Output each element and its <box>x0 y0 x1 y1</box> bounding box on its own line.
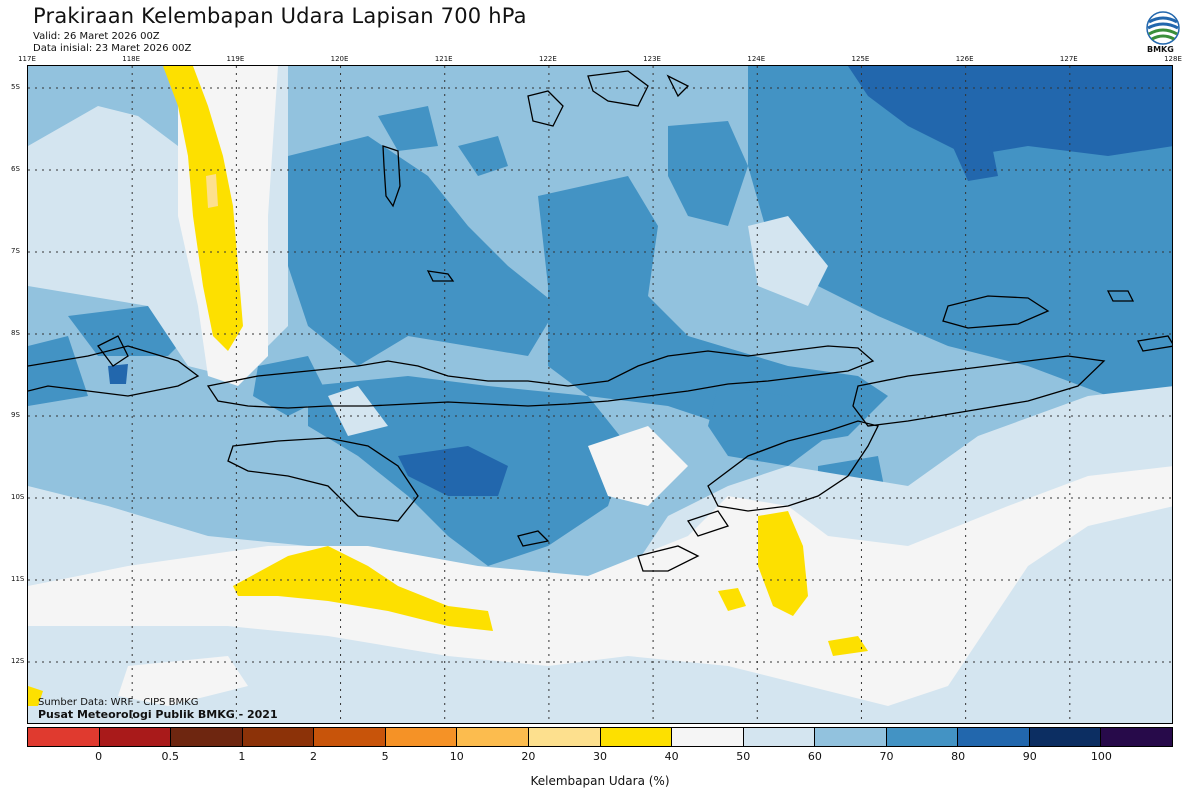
latitude-label: 10S <box>11 493 25 501</box>
map-canvas <box>28 66 1172 723</box>
longitude-label: 128E <box>1164 55 1182 63</box>
colorbar-segment <box>528 728 601 746</box>
longitude-label: 125E <box>851 55 870 63</box>
colorbar-tick-label: 70 <box>879 750 894 763</box>
humidity-band-30 <box>206 174 218 208</box>
latitude-label: 6S <box>11 165 20 173</box>
humidity-band-90 <box>88 66 1172 496</box>
colorbar-segment <box>886 728 959 746</box>
colorbar-title: Kelembapan Udara (%) <box>530 774 670 788</box>
valid-time: Valid: 26 Maret 2026 00Z <box>33 31 160 42</box>
colorbar-segment <box>1101 728 1172 746</box>
data-source: Sumber Data: WRF - CIPS BMKG Pusat Meteo… <box>38 697 278 721</box>
longitude-label: 120E <box>330 55 349 63</box>
colorbar-tick-label: 10 <box>449 750 464 763</box>
longitude-label: 121E <box>434 55 453 63</box>
colorbar-tick-label: 0.5 <box>161 750 180 763</box>
logo-label: BMKG <box>1147 45 1174 54</box>
colorbar-tick-label: 30 <box>593 750 607 763</box>
colorbar-tick-label: 60 <box>807 750 822 763</box>
initial-data-time: Data inisial: 23 Maret 2026 00Z <box>33 43 192 54</box>
latitude-label: 11S <box>11 575 25 583</box>
colorbar-tick-label: 5 <box>381 750 389 763</box>
colorbar-segment <box>672 728 744 746</box>
longitude-label: 124E <box>747 55 766 63</box>
colorbar-tick-label: 90 <box>1022 750 1037 763</box>
humidity-band-40 <box>28 66 868 706</box>
source-line: Sumber Data: WRF - CIPS BMKG <box>38 697 199 708</box>
latitude-label: 8S <box>11 329 20 337</box>
longitude-label: 127E <box>1059 55 1078 63</box>
latitude-label: 7S <box>11 247 20 255</box>
colorbar <box>27 727 1173 747</box>
colorbar-segment <box>1029 728 1102 746</box>
colorbar-segment <box>171 728 243 746</box>
colorbar-segment <box>99 728 172 746</box>
humidity-map <box>27 65 1173 724</box>
colorbar-tick-label: 0 <box>95 750 103 763</box>
colorbar-segment <box>242 728 315 746</box>
longitude-label: 122E <box>539 55 557 63</box>
colorbar-segment <box>385 728 458 746</box>
colorbar-tick-label: 100 <box>1090 750 1112 763</box>
longitude-label: 118E <box>122 55 141 63</box>
colorbar-tick-label: 50 <box>736 750 751 763</box>
longitude-label: 117E <box>18 55 36 63</box>
publisher-line: Pusat Meteorologi Publik BMKG - 2021 <box>38 708 278 721</box>
colorbar-segment <box>743 728 816 746</box>
colorbar-tick-label: 80 <box>951 750 966 763</box>
map-title: Prakiraan Kelembapan Udara Lapisan 700 h… <box>33 4 527 28</box>
colorbar-segment <box>457 728 529 746</box>
colorbar-tick-label: 2 <box>310 750 317 763</box>
latitude-label: 5S <box>11 83 20 91</box>
colorbar-segment <box>958 728 1030 746</box>
longitude-label: 123E <box>643 55 661 63</box>
latitude-label: 9S <box>11 411 20 419</box>
coastlines <box>28 70 1172 572</box>
colorbar-segment <box>314 728 386 746</box>
colorbar-tick-label: 20 <box>521 750 536 763</box>
colorbar-segment <box>28 728 100 746</box>
longitude-label: 119E <box>226 55 245 63</box>
colorbar-segment <box>815 728 887 746</box>
colorbar-tick-label: 1 <box>238 750 246 763</box>
longitude-label: 126E <box>955 55 974 63</box>
bmkg-logo-icon <box>1146 11 1180 45</box>
colorbar-segment <box>600 728 673 746</box>
latitude-label: 12S <box>11 657 25 665</box>
colorbar-tick-label: 40 <box>664 750 679 763</box>
